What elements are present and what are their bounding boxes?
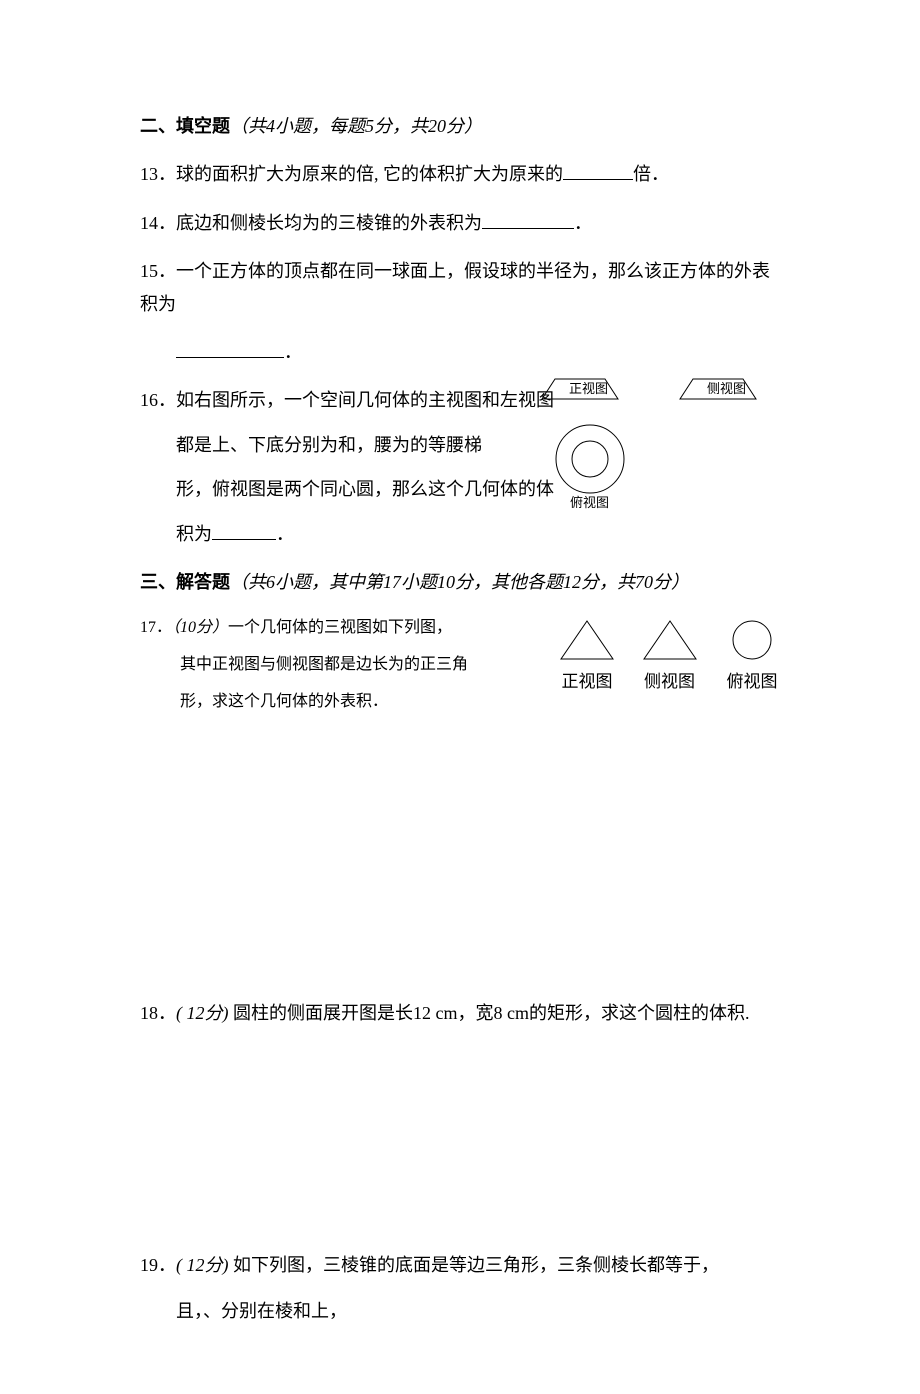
q13-body-b: 倍． bbox=[633, 164, 669, 184]
q16-line2: 都是上、下底分别为和，腰为的等腰梯 bbox=[176, 429, 554, 461]
q16-front-trapezoid-group: 正视图 bbox=[542, 379, 618, 399]
q14-blank bbox=[482, 209, 574, 229]
q18-number: 18． bbox=[140, 1003, 176, 1023]
q17-points: （10分） bbox=[172, 619, 228, 636]
q16-side-trapezoid-group: 侧视图 bbox=[680, 379, 756, 399]
q16-figures: 正视图 侧视图 俯视图 bbox=[540, 374, 810, 514]
q17-line3: 形，求这个几何体的外表积． bbox=[180, 688, 470, 717]
q16-top-view-group bbox=[556, 425, 624, 493]
q16-label-front: 正视图 bbox=[569, 381, 608, 396]
q14-body-a: 底边和侧棱长均为的三棱锥的外表积为 bbox=[176, 213, 482, 233]
q19-line1: 如下列图，三棱锥的底面是等边三角形，三条侧棱长都等于， bbox=[229, 1255, 720, 1275]
section-2-title: 二、填空题 bbox=[140, 116, 230, 136]
question-14: 14．底边和侧棱长均为的三棱锥的外表积为 ． bbox=[140, 207, 780, 239]
q13-blank bbox=[563, 161, 633, 181]
q15-sub: ． bbox=[176, 336, 780, 368]
q17-label-side: 侧视图 bbox=[642, 667, 698, 698]
q19-points: ( 12分) bbox=[176, 1255, 229, 1275]
q16-label-side: 侧视图 bbox=[707, 381, 746, 396]
q15-period: ． bbox=[284, 342, 302, 362]
q17-side-fig: 侧视图 bbox=[642, 619, 698, 698]
q14-body-b: ． bbox=[574, 213, 592, 233]
question-15: 15．一个正方体的顶点都在同一球面上，假设球的半径为，那么该正方体的外表积为 ． bbox=[140, 255, 780, 368]
q16-line1: 如右图所示，一个空间几何体的主视图和左视图 bbox=[176, 390, 554, 410]
q19-number: 19． bbox=[140, 1255, 176, 1275]
q17-triangle-front-icon bbox=[559, 619, 615, 661]
q17-label-top: 俯视图 bbox=[724, 667, 780, 698]
q19-line2: 且，、分别在棱和上， bbox=[176, 1295, 780, 1327]
q17-triangle-side-icon bbox=[642, 619, 698, 661]
section-2-subtitle: （共4小题，每题5分，共20分） bbox=[230, 116, 482, 136]
q16-text: 16．如右图所示，一个空间几何体的主视图和左视图 都是上、下底分别为和，腰为的等… bbox=[140, 384, 554, 550]
q17-line2: 其中正视图与侧视图都是边长为的正三角 bbox=[180, 651, 470, 680]
q17-number: 17． bbox=[140, 619, 172, 636]
q15-number: 15． bbox=[140, 261, 176, 281]
q15-blank bbox=[176, 338, 284, 358]
question-19: 19．( 12分) 如下列图，三棱锥的底面是等边三角形，三条侧棱长都等于， 且，… bbox=[140, 1249, 780, 1328]
section-2-header: 二、填空题（共4小题，每题5分，共20分） bbox=[140, 110, 780, 142]
q16-line4b: ． bbox=[276, 524, 294, 544]
section-3-header: 三、解答题（共6小题，其中第17小题10分，其他各题12分，共70分） bbox=[140, 566, 780, 598]
q13-number: 13． bbox=[140, 164, 176, 184]
q17-text: 17．（10分）一个几何体的三视图如下列图， 其中正视图与侧视图都是边长为的正三… bbox=[140, 614, 470, 716]
question-18: 18．( 12分) 圆柱的侧面展开图是长12 cm，宽8 cm的矩形，求这个圆柱… bbox=[140, 997, 780, 1029]
q17-label-front: 正视图 bbox=[559, 667, 615, 698]
q17-circle-top-icon bbox=[724, 619, 780, 661]
q17-line1: 一个几何体的三视图如下列图， bbox=[228, 619, 452, 636]
q16-line4a: 积为 bbox=[176, 524, 212, 544]
question-16: 16．如右图所示，一个空间几何体的主视图和左视图 都是上、下底分别为和，腰为的等… bbox=[140, 384, 780, 550]
q16-blank bbox=[212, 520, 276, 540]
section-3-subtitle: （共6小题，其中第17小题10分，其他各题12分，共70分） bbox=[230, 572, 689, 592]
q16-line4-wrap: 积为 ． bbox=[176, 518, 554, 550]
q17-figures: 正视图 侧视图 俯视图 bbox=[470, 614, 780, 698]
q17-front-fig: 正视图 bbox=[559, 619, 615, 698]
q16-number: 16． bbox=[140, 390, 176, 410]
question-17: 17．（10分）一个几何体的三视图如下列图， 其中正视图与侧视图都是边长为的正三… bbox=[140, 614, 780, 716]
q15-body-a: 一个正方体的顶点都在同一球面上，假设球的半径为，那么该正方体的外表积为 bbox=[140, 261, 770, 313]
q16-label-top: 俯视图 bbox=[570, 495, 609, 510]
q16-svg: 正视图 侧视图 俯视图 bbox=[540, 374, 810, 514]
question-13: 13．球的面积扩大为原来的倍, 它的体积扩大为原来的 倍． bbox=[140, 158, 780, 190]
q13-body-a: 球的面积扩大为原来的倍, 它的体积扩大为原来的 bbox=[176, 164, 563, 184]
q18-body: 圆柱的侧面展开图是长12 cm，宽8 cm的矩形，求这个圆柱的体积. bbox=[229, 1003, 750, 1023]
q16-line3: 形，俯视图是两个同心圆，那么这个几何体的体 bbox=[176, 473, 554, 505]
q18-points: ( 12分) bbox=[176, 1003, 229, 1023]
q14-number: 14． bbox=[140, 213, 176, 233]
section-3-title: 三、解答题 bbox=[140, 572, 230, 592]
q17-top-fig: 俯视图 bbox=[724, 619, 780, 698]
